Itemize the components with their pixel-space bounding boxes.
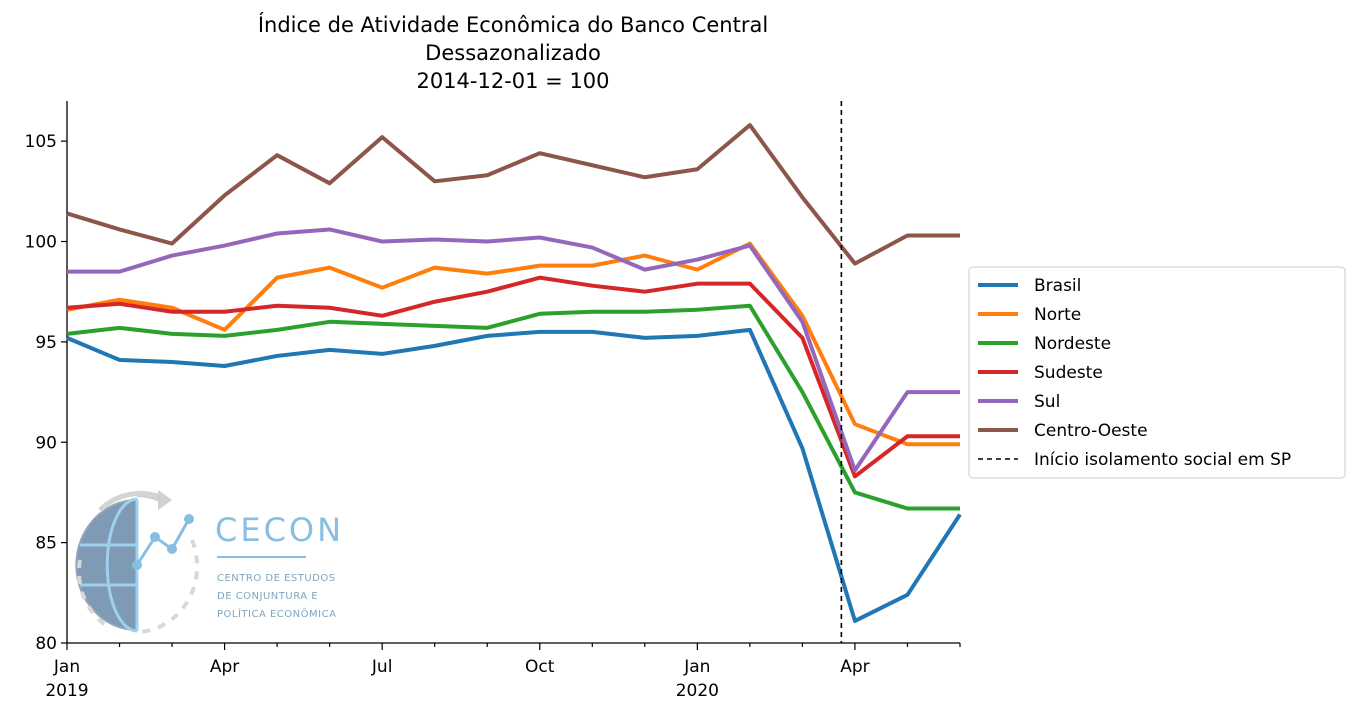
logo-trend-line-icon <box>135 518 191 566</box>
y-tick-label: 100 <box>25 233 57 253</box>
chart-title-line-3: 2014-12-01 = 100 <box>416 69 609 93</box>
x-tick-year-label: 2019 <box>45 681 88 701</box>
legend-label: Centro-Oeste <box>1034 421 1148 441</box>
x-tick-year-label: 2020 <box>676 681 719 701</box>
series-line-sul <box>67 227 960 473</box>
legend-label: Sul <box>1034 392 1060 412</box>
cecon-logo: CECON CENTRO DE ESTUDOS DE CONJUNTURA E … <box>75 490 344 634</box>
logo-subtitle-line-3: POLÍTICA ECONÔMICA <box>217 607 336 620</box>
x-tick-label: Apr <box>840 657 869 677</box>
chart-title-line-2: Dessazonalizado <box>425 41 601 65</box>
x-tick-label: Jan <box>683 657 710 677</box>
series-line-brasil <box>66 327 962 623</box>
series-line-nordeste <box>66 303 960 511</box>
series-line-centro-oeste <box>66 123 960 266</box>
chart-title-line-1: Índice de Atividade Econômica do Banco C… <box>258 12 768 37</box>
legend-label: Sudeste <box>1034 363 1103 383</box>
x-tick-label: Apr <box>210 657 239 677</box>
series-lines <box>66 123 962 623</box>
y-tick-label: 90 <box>35 433 57 453</box>
legend-label: Norte <box>1034 305 1081 325</box>
legend: Brasil Norte Nordeste Sudeste Sul Centro-Oest… <box>968 266 1346 479</box>
chart-title: Índice de Atividade Econômica do Banco C… <box>258 12 768 93</box>
legend-label: Início isolamento social em SP <box>1034 450 1291 470</box>
y-tick-label: 105 <box>25 132 57 152</box>
x-tick-label: Jul <box>371 657 393 677</box>
series-line-norte <box>66 241 960 447</box>
x-tick-label: Jan <box>53 657 80 677</box>
logo-name: CECON <box>215 511 344 549</box>
y-axis: 80 85 90 95 100 105 <box>25 101 68 654</box>
legend-label: Nordeste <box>1034 334 1111 354</box>
logo-subtitle-line-1: CENTRO DE ESTUDOS <box>217 573 336 584</box>
x-axis: Jan 2019 Apr Jul Oct Jan 2020 Apr <box>45 642 961 701</box>
legend-box <box>968 266 1346 479</box>
legend-label: Brasil <box>1034 276 1081 296</box>
y-tick-label: 95 <box>35 333 57 353</box>
logo-subtitle-line-2: DE CONJUNTURA E <box>217 591 318 602</box>
y-tick-label: 80 <box>35 634 57 654</box>
x-tick-label: Oct <box>525 657 555 677</box>
y-tick-label: 85 <box>35 534 57 554</box>
series-line-sudeste <box>66 275 960 479</box>
